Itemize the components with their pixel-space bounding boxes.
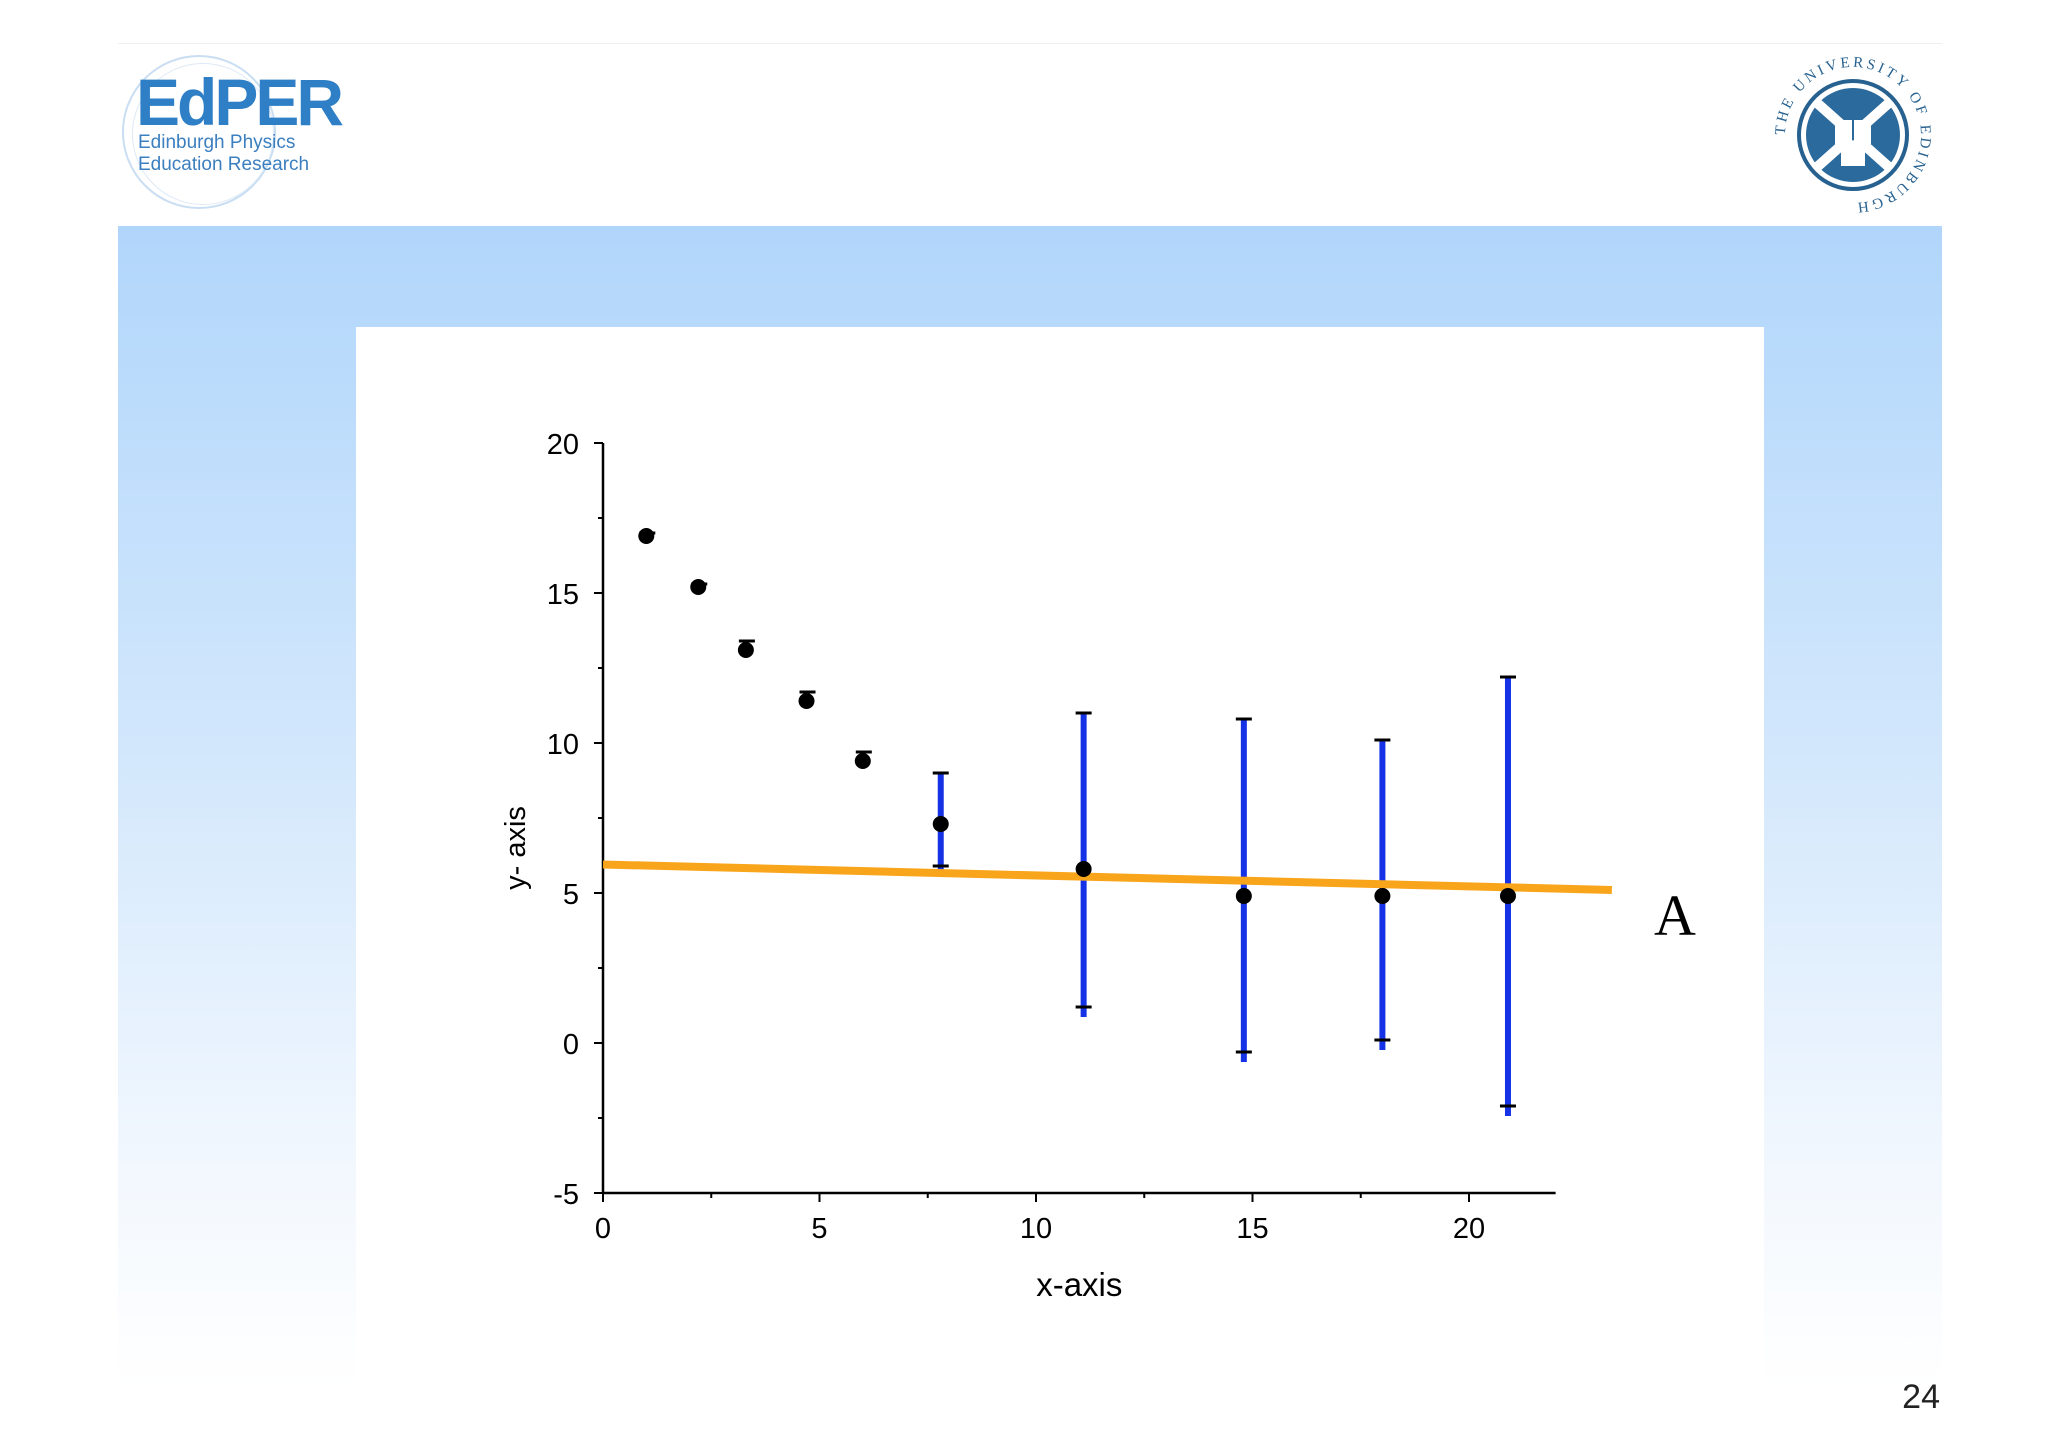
edper-logo-line1: Edinburgh Physics xyxy=(138,132,296,153)
data-point xyxy=(690,579,707,595)
x-axis-label: x-axis xyxy=(1036,1266,1122,1303)
x-tick-label: 15 xyxy=(1236,1213,1268,1245)
data-point xyxy=(638,528,655,544)
top-rule xyxy=(118,43,1942,44)
data-point xyxy=(932,816,949,832)
edper-logo-word: EdPER xyxy=(136,65,344,139)
edper-logo-ring-inner xyxy=(132,63,274,205)
y-tick-label: 0 xyxy=(563,1029,579,1061)
data-point xyxy=(1374,888,1391,904)
y-tick-label: -5 xyxy=(553,1179,579,1211)
y-tick-label: 20 xyxy=(547,429,579,461)
chart-panel xyxy=(356,327,1764,1407)
edper-logo-ring xyxy=(122,55,276,209)
x-tick-label: 10 xyxy=(1020,1213,1052,1245)
x-tick-label: 20 xyxy=(1453,1213,1485,1245)
data-point xyxy=(854,753,871,769)
edper-logo: EdPER Edinburgh Physics Education Resear… xyxy=(118,55,344,215)
page-number: 24 xyxy=(1902,1378,1940,1416)
y-tick-label: 5 xyxy=(563,879,579,911)
y-tick-label: 10 xyxy=(547,729,579,761)
x-tick-label: 0 xyxy=(595,1213,611,1245)
y-tick-label: 15 xyxy=(547,579,579,611)
data-point xyxy=(737,642,754,658)
x-tick-label: 5 xyxy=(811,1213,827,1245)
fit-line xyxy=(602,860,1612,894)
university-seal-logo: THE UNIVERSITY OF EDINBURGH xyxy=(1773,55,1930,216)
edper-logo-line2: Education Research xyxy=(138,154,310,175)
fit-line-label: A xyxy=(1654,883,1696,948)
data-point xyxy=(1499,888,1516,904)
data-point xyxy=(1235,888,1252,904)
y-axis-label: y- axis xyxy=(500,806,532,890)
data-point xyxy=(1075,861,1092,877)
data-point xyxy=(798,693,815,709)
